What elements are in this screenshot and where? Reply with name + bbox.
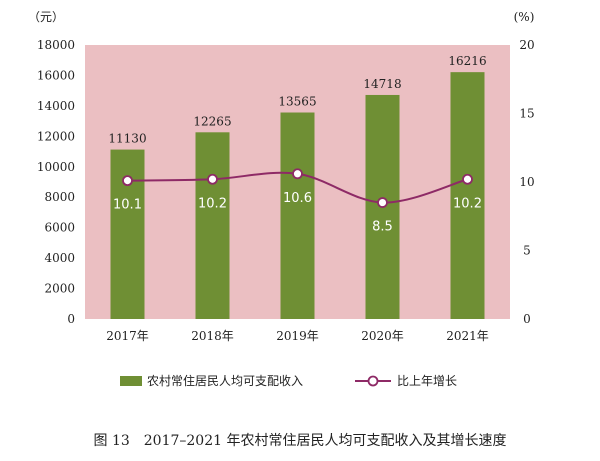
right-axis-unit: (%) — [514, 10, 535, 24]
growth-rate-marker — [377, 197, 388, 208]
bar-value-label: 16216 — [448, 54, 486, 68]
x-category-label: 2019年 — [276, 329, 319, 343]
growth-rate-labels: 10.1 10.2 10.6 8.5 10.2 — [113, 191, 482, 235]
growth-rate-label: 10.6 — [283, 191, 312, 206]
chart: 0 2000 4000 6000 8000 10000 12000 14000 16000 180… — [28, 10, 535, 388]
growth-rate-marker — [462, 173, 473, 185]
legend: 农村常住居民人均可支配收入 比上年增长 — [120, 374, 457, 388]
left-tick-label: 14000 — [37, 99, 75, 113]
growth-rate-markers — [122, 168, 473, 208]
left-tick-label: 4000 — [44, 251, 75, 265]
growth-rate-marker — [292, 168, 303, 180]
bar — [195, 132, 230, 319]
growth-rate-marker — [122, 175, 133, 187]
growth-rate-label: 10.2 — [453, 196, 482, 211]
legend-line-label: 比上年增长 — [397, 374, 457, 388]
right-tick-label: 20 — [519, 38, 534, 52]
x-category-label: 2018年 — [191, 329, 234, 343]
left-tick-label: 16000 — [37, 68, 75, 82]
bar-value-label: 14718 — [363, 77, 401, 91]
legend-line-marker — [367, 375, 379, 387]
growth-rate-label: 10.1 — [113, 198, 142, 213]
bar — [450, 72, 485, 320]
growth-rate-label: 8.5 — [372, 220, 393, 235]
left-tick-label: 12000 — [37, 129, 75, 143]
figure-caption: 图 13 2017–2021 年农村常住居民人均可支配收入及其增长速度 — [93, 433, 507, 449]
legend-bar-swatch — [120, 376, 142, 386]
left-tick-label: 8000 — [44, 190, 75, 204]
bar — [110, 149, 145, 319]
x-category-label: 2021年 — [446, 329, 489, 343]
right-tick-label: 10 — [519, 175, 534, 189]
x-category-label: 2017年 — [106, 329, 149, 343]
left-axis-unit: （元） — [28, 10, 64, 24]
left-tick-label: 10000 — [37, 160, 75, 174]
right-tick-label: 5 — [523, 244, 531, 258]
left-tick-label: 18000 — [37, 38, 75, 52]
bar-value-labels: 11130 12265 13565 14718 16216 — [108, 54, 486, 145]
left-tick-label: 0 — [67, 312, 75, 326]
right-tick-label: 0 — [523, 312, 531, 326]
x-category-label: 2020年 — [361, 329, 404, 343]
bar — [280, 112, 315, 319]
left-tick-label: 2000 — [44, 282, 75, 296]
bar-value-label: 12265 — [193, 114, 231, 128]
growth-rate-label: 10.2 — [198, 196, 227, 211]
right-axis-ticks: 0 5 10 15 20 — [519, 38, 534, 326]
x-axis-categories: 2017年 2018年 2019年 2020年 2021年 — [106, 329, 489, 343]
bar-value-label: 11130 — [108, 132, 146, 146]
right-tick-label: 15 — [519, 107, 534, 121]
growth-rate-marker — [207, 173, 218, 185]
legend-bar-label: 农村常住居民人均可支配收入 — [147, 374, 303, 388]
bar-value-label: 13565 — [278, 95, 316, 109]
left-axis-ticks: 0 2000 4000 6000 8000 10000 12000 14000 16000 180… — [37, 38, 75, 326]
left-tick-label: 6000 — [44, 221, 75, 235]
